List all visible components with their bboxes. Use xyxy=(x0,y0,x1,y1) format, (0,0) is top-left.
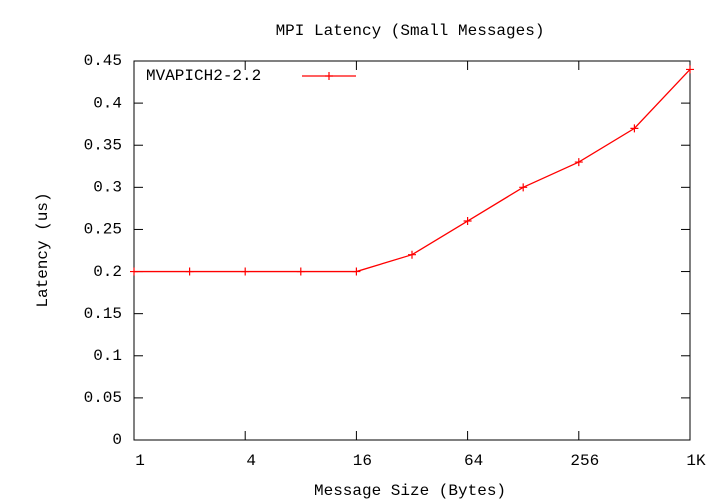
x-tick-label: 4 xyxy=(246,452,256,470)
y-tick-label: 0.35 xyxy=(84,136,122,154)
point-marker xyxy=(463,217,472,226)
y-tick-label: 0 xyxy=(112,431,122,449)
x-tick-label: 1K xyxy=(686,452,706,470)
point-marker xyxy=(519,183,528,192)
legend-marker xyxy=(325,72,333,80)
point-marker xyxy=(574,158,583,167)
y-tick-label: 0.3 xyxy=(93,179,122,197)
point-marker xyxy=(686,65,694,74)
plot-frame xyxy=(133,60,691,441)
y-tick-label: 0.45 xyxy=(84,52,122,70)
point-marker xyxy=(408,250,416,259)
point-marker xyxy=(630,124,639,133)
point-marker xyxy=(130,267,138,276)
y-tick-label: 0.1 xyxy=(93,347,122,365)
y-tick-label: 0.15 xyxy=(84,305,122,323)
point-marker xyxy=(352,267,361,276)
y-tick-label: 0.25 xyxy=(84,221,122,239)
series-line xyxy=(134,68,691,273)
chart-title: MPI Latency (Small Messages) xyxy=(276,22,545,40)
legend-label: MVAPICH2-2.2 xyxy=(146,67,261,85)
y-tick-label: 0.2 xyxy=(93,263,122,281)
y-axis-label: Latency (us) xyxy=(34,192,52,307)
point-marker xyxy=(185,267,194,276)
y-tick-label: 0.4 xyxy=(93,94,122,112)
x-tick-label: 64 xyxy=(464,452,483,470)
point-marker xyxy=(241,267,250,276)
x-tick-label: 1 xyxy=(135,452,145,470)
x-axis-label: Message Size (Bytes) xyxy=(314,482,506,500)
x-tick-label: 16 xyxy=(353,452,372,470)
y-tick-label: 0.05 xyxy=(84,389,122,407)
x-tick-label: 256 xyxy=(570,452,599,470)
point-marker xyxy=(296,267,305,276)
